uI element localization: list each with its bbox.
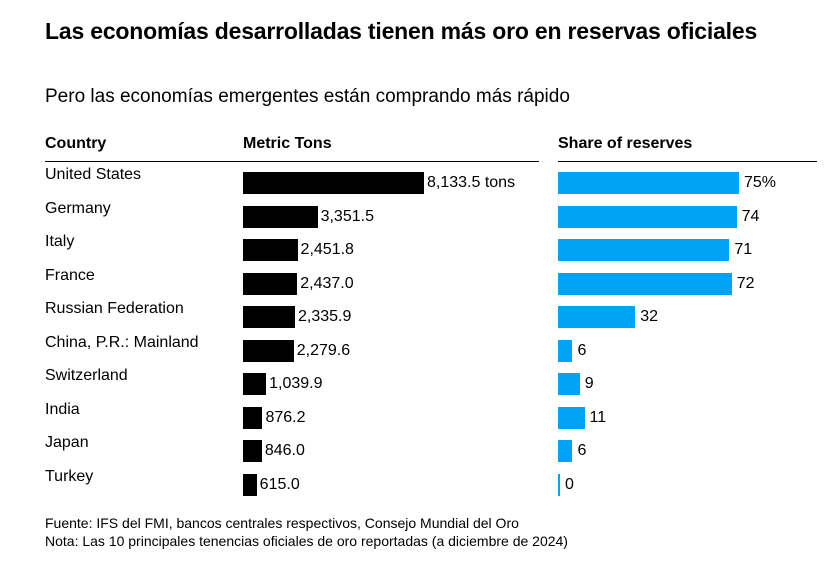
table-row: Russian Federation 2,335.9 32 (0, 300, 835, 339)
data-label-share-of-reserves: 75% (744, 174, 777, 191)
country-label: Germany (45, 199, 111, 217)
bar-share-of-reserves (558, 306, 636, 328)
bar-share-of-reserves (558, 272, 732, 295)
country-label: United States (45, 166, 142, 183)
data-label-share-of-reserves: 32 (640, 308, 659, 325)
data-label-metric-tons: 2,451.8 (300, 241, 354, 258)
bar-metric-tons (243, 306, 295, 328)
data-label-share-of-reserves: 6 (577, 442, 587, 459)
bar-share-of-reserves (558, 239, 730, 261)
data-label-metric-tons: 846.0 (264, 442, 305, 459)
source-note: Fuente: IFS del FMI, bancos centrales re… (45, 515, 519, 531)
data-label-metric-tons: 2,279.6 (296, 341, 351, 359)
header-rule-left (45, 161, 539, 162)
table-row: France 2,437.0 72 (0, 267, 835, 306)
data-label-metric-tons: 2,335.9 (297, 308, 352, 325)
table-row: Turkey 615.0 0 (0, 468, 835, 507)
bar-share-of-reserves (558, 440, 573, 462)
bar-metric-tons (243, 406, 263, 429)
country-label: France (45, 266, 95, 284)
data-label-share-of-reserves: 6 (577, 341, 587, 359)
country-label: India (45, 400, 80, 418)
table-row: United States 8,133.5 tons 75% (0, 166, 835, 205)
data-label-metric-tons: 8,133.5 tons (427, 174, 516, 191)
bar-metric-tons (243, 339, 294, 362)
bar-share-of-reserves (558, 172, 739, 194)
table-row: India 876.2 11 (0, 401, 835, 440)
bar-share-of-reserves (558, 406, 585, 429)
bar-share-of-reserves (558, 373, 580, 395)
country-label: Russian Federation (45, 300, 184, 317)
table-row: Italy 2,451.8 71 (0, 233, 835, 272)
table-row: Japan 846.0 6 (0, 434, 835, 473)
bar-metric-tons (243, 239, 298, 261)
bar-metric-tons (243, 473, 257, 496)
country-label: China, P.R.: Mainland (45, 333, 199, 351)
data-label-share-of-reserves: 74 (741, 207, 760, 225)
bar-metric-tons (243, 205, 318, 228)
data-label-metric-tons: 3,351.5 (320, 207, 374, 225)
table-row: Switzerland 1,039.9 9 (0, 367, 835, 406)
bar-share-of-reserves (558, 339, 573, 362)
data-label-share-of-reserves: 9 (584, 375, 594, 392)
country-label: Japan (45, 434, 89, 451)
bar-metric-tons (243, 440, 262, 462)
bar-metric-tons (243, 373, 267, 395)
column-header-share-of-reserves: Share of reserves (558, 135, 693, 152)
column-header-country: Country (45, 135, 107, 152)
footnote: Nota: Las 10 principales tenencias ofici… (45, 533, 568, 549)
country-label: Switzerland (45, 367, 128, 384)
header-rule-right (558, 161, 817, 162)
data-label-metric-tons: 1,039.9 (269, 375, 323, 392)
data-label-metric-tons: 876.2 (265, 408, 306, 426)
chart-subtitle: Pero las economías emergentes están comp… (45, 86, 570, 107)
bar-share-of-reserves (558, 473, 560, 496)
country-label: Turkey (45, 467, 94, 485)
chart-title: Las economías desarrolladas tienen más o… (45, 18, 758, 44)
country-label: Italy (45, 233, 75, 250)
column-header-metric-tons: Metric Tons (243, 135, 332, 152)
data-label-share-of-reserves: 0 (565, 475, 574, 493)
data-label-share-of-reserves: 72 (736, 274, 755, 292)
bar-metric-tons (243, 272, 298, 295)
data-label-metric-tons: 2,437.0 (300, 274, 354, 292)
table-row: Germany 3,351.5 74 (0, 200, 835, 239)
data-label-share-of-reserves: 11 (589, 408, 607, 426)
table-row: China, P.R.: Mainland 2,279.6 6 (0, 334, 835, 373)
bar-share-of-reserves (558, 205, 737, 228)
bar-metric-tons (243, 172, 424, 194)
data-label-metric-tons: 615.0 (259, 475, 300, 493)
data-label-share-of-reserves: 71 (734, 241, 753, 258)
